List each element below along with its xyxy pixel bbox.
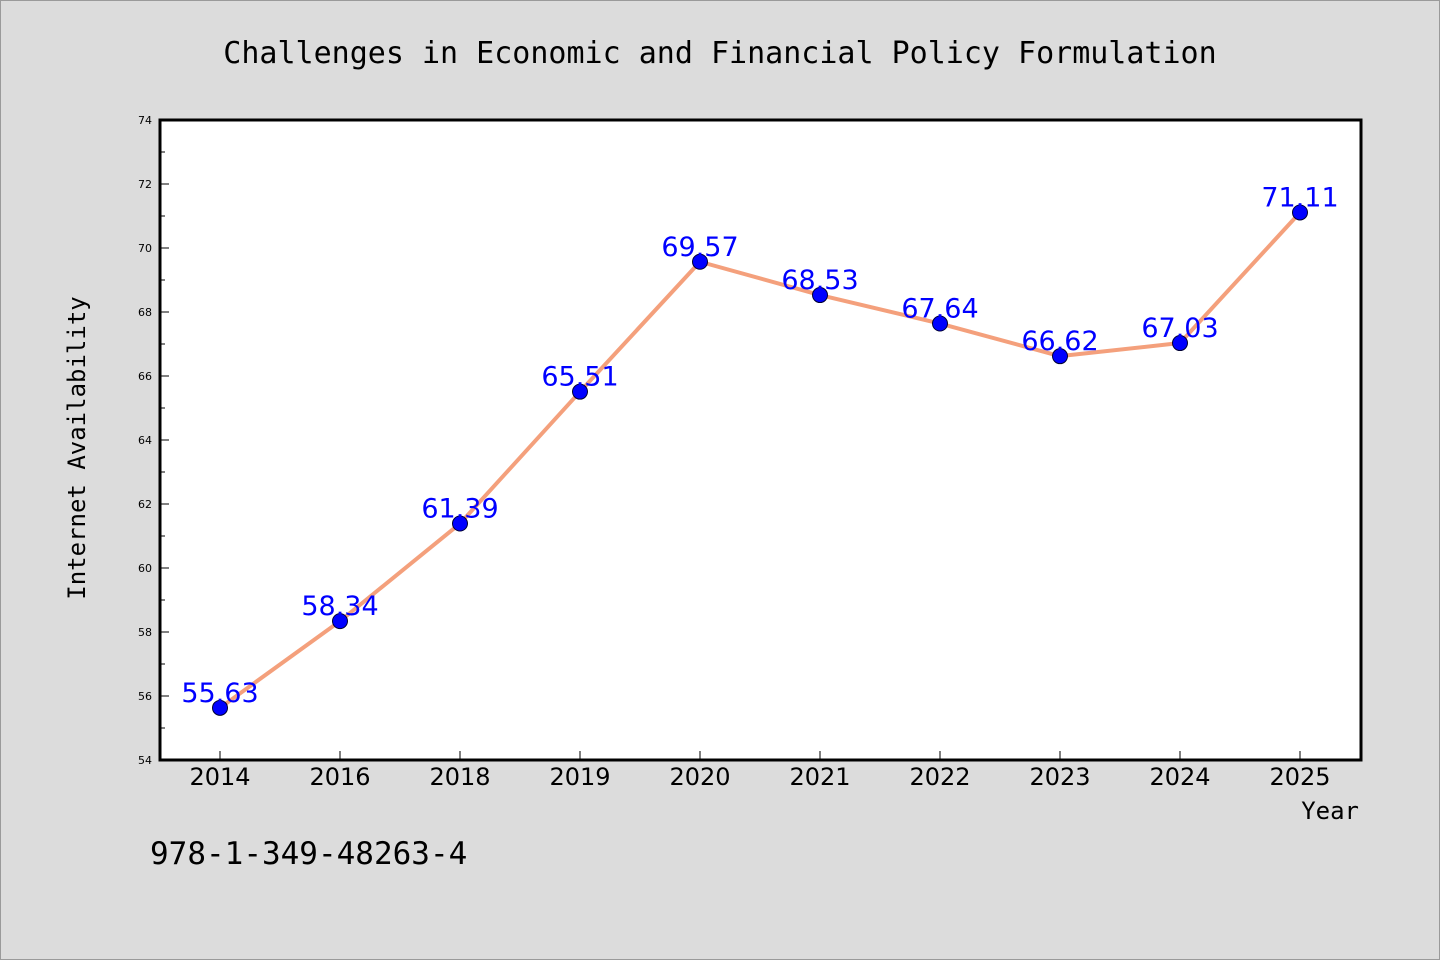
y-tick-label: 56 bbox=[138, 690, 152, 703]
x-axis-ticks: 2014 2016 2018 2019 2020 2021 2022 2023 2024 2025 bbox=[189, 751, 1331, 791]
data-label: 55.63 bbox=[181, 678, 258, 709]
data-label: 69.57 bbox=[661, 232, 738, 263]
data-point bbox=[452, 515, 468, 532]
y-tick-label: 66 bbox=[138, 370, 152, 383]
data-point bbox=[1052, 348, 1068, 365]
data-label: 65.51 bbox=[541, 362, 618, 393]
y-tick-label: 54 bbox=[138, 754, 152, 767]
data-point bbox=[1172, 335, 1188, 352]
y-tick-label: 72 bbox=[138, 178, 152, 191]
data-label: 58.34 bbox=[301, 591, 378, 622]
x-tick-label: 2021 bbox=[789, 763, 850, 791]
y-axis-ticks: 54 56 58 60 62 64 66 68 70 72 74 bbox=[138, 114, 169, 767]
data-point bbox=[812, 287, 828, 304]
y-tick-label: 62 bbox=[138, 498, 152, 511]
x-tick-label: 2023 bbox=[1029, 763, 1090, 791]
y-axis-label: Internet Availability bbox=[63, 296, 91, 599]
data-markers bbox=[212, 204, 1308, 716]
x-tick-label: 2020 bbox=[669, 763, 730, 791]
x-tick-label: 2018 bbox=[429, 763, 490, 791]
chart-title: Challenges in Economic and Financial Pol… bbox=[223, 36, 1216, 71]
data-point bbox=[932, 315, 948, 332]
series-line bbox=[218, 211, 1302, 710]
y-tick-label: 60 bbox=[138, 562, 152, 575]
data-label: 66.62 bbox=[1021, 326, 1098, 357]
y-tick-label: 58 bbox=[138, 626, 152, 639]
x-tick-label: 2024 bbox=[1149, 763, 1210, 791]
isbn-annotation: 978-1-349-48263-4 bbox=[150, 836, 467, 872]
x-tick-label: 2019 bbox=[549, 763, 610, 791]
data-point bbox=[212, 699, 228, 716]
data-point bbox=[572, 383, 588, 400]
data-label: 67.64 bbox=[901, 294, 978, 325]
data-label: 71.11 bbox=[1261, 182, 1338, 213]
data-label: 68.53 bbox=[781, 265, 858, 296]
plot-area bbox=[158, 118, 1363, 762]
y-tick-label: 64 bbox=[138, 434, 152, 447]
x-axis-label: Year bbox=[1301, 797, 1359, 825]
data-point bbox=[332, 613, 348, 630]
x-tick-label: 2014 bbox=[189, 763, 250, 791]
x-tick-label: 2025 bbox=[1269, 763, 1330, 791]
x-tick-label: 2022 bbox=[909, 763, 970, 791]
data-labels: 55.63 58.34 61.39 65.51 69.57 68.53 67.64 66.62… bbox=[181, 182, 1338, 708]
y-tick-label: 74 bbox=[138, 114, 152, 127]
x-tick-label: 2016 bbox=[309, 763, 370, 791]
data-point bbox=[692, 253, 708, 270]
data-label: 67.03 bbox=[1141, 313, 1218, 344]
y-tick-label: 68 bbox=[138, 306, 152, 319]
y-tick-label: 70 bbox=[138, 242, 152, 255]
data-label: 61.39 bbox=[421, 494, 498, 525]
data-point bbox=[1292, 204, 1308, 221]
